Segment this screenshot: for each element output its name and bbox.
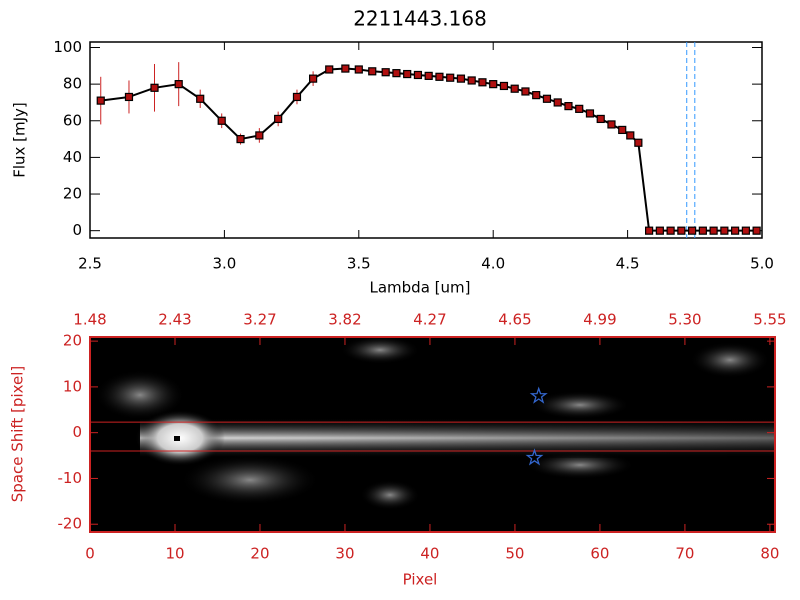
data-point bbox=[655, 226, 664, 235]
data-point bbox=[645, 226, 654, 235]
chart-title: 2211443.168 bbox=[353, 7, 487, 31]
plot-frame bbox=[89, 336, 776, 533]
data-point bbox=[575, 104, 584, 113]
data-point bbox=[478, 78, 487, 87]
y-tick-label: 10 bbox=[63, 377, 82, 395]
y-tick-label: 20 bbox=[63, 185, 82, 203]
x-tick-label: 70 bbox=[675, 545, 694, 563]
data-point bbox=[553, 98, 562, 107]
data-point bbox=[217, 116, 226, 125]
x-tick-label: 40 bbox=[420, 545, 439, 563]
data-point bbox=[236, 134, 245, 144]
x-tick-label: 2.5 bbox=[78, 255, 102, 273]
data-point bbox=[424, 71, 433, 80]
x2-tick-label: 3.82 bbox=[328, 311, 361, 329]
data-point bbox=[666, 226, 675, 235]
x-tick-label: 50 bbox=[505, 545, 524, 563]
data-point bbox=[688, 226, 697, 235]
data-point bbox=[392, 69, 401, 78]
data-point bbox=[618, 125, 627, 135]
x2-tick-label: 5.30 bbox=[668, 311, 701, 329]
data-point bbox=[325, 65, 334, 74]
y-axis-label: Space Shift [pixel] bbox=[9, 366, 27, 503]
x2-tick-label: 4.65 bbox=[498, 311, 531, 329]
data-point bbox=[150, 83, 159, 92]
star-marker bbox=[525, 448, 544, 466]
spectral-image bbox=[90, 337, 775, 532]
x-axis-label: Pixel bbox=[403, 571, 438, 589]
y-tick-label: -20 bbox=[58, 515, 83, 533]
data-point bbox=[596, 114, 605, 124]
data-point bbox=[446, 73, 455, 82]
data-point bbox=[709, 226, 718, 235]
x-tick-label: 30 bbox=[335, 545, 354, 563]
data-point bbox=[532, 91, 541, 100]
data-point bbox=[456, 74, 466, 83]
y-tick-label: 100 bbox=[53, 38, 82, 56]
data-point bbox=[467, 76, 476, 85]
x2-tick-label: 4.99 bbox=[583, 311, 616, 329]
data-point bbox=[564, 102, 573, 111]
data-point bbox=[96, 96, 105, 105]
x-tick-label: 60 bbox=[590, 545, 609, 563]
data-point bbox=[368, 67, 377, 76]
x-tick-label: 0 bbox=[85, 545, 95, 563]
y-tick-label: 40 bbox=[63, 148, 82, 166]
data-point bbox=[542, 94, 552, 103]
x-tick-label: 4.0 bbox=[481, 255, 505, 273]
x2-tick-label: 1.48 bbox=[73, 311, 106, 329]
data-point bbox=[698, 226, 707, 235]
star-marker bbox=[529, 386, 548, 404]
data-point bbox=[124, 92, 134, 102]
data-point bbox=[196, 94, 205, 103]
y-tick-label: 0 bbox=[72, 221, 82, 239]
data-point bbox=[626, 131, 635, 140]
x-tick-label: 3.5 bbox=[347, 255, 371, 273]
y-tick-label: 60 bbox=[63, 111, 82, 129]
data-point bbox=[752, 226, 761, 235]
x2-tick-label: 4.27 bbox=[413, 311, 446, 329]
data-point bbox=[274, 114, 283, 124]
y-tick-label: 20 bbox=[63, 332, 82, 350]
data-point bbox=[309, 74, 318, 83]
x-tick-label: 80 bbox=[760, 545, 779, 563]
x-tick-label: 5.0 bbox=[750, 255, 774, 273]
data-point bbox=[403, 69, 412, 79]
y-tick-label: -10 bbox=[58, 469, 83, 487]
x-axis-label: Lambda [um] bbox=[370, 279, 471, 297]
data-point bbox=[677, 226, 686, 235]
data-line bbox=[100, 67, 757, 232]
x-tick-label: 10 bbox=[165, 545, 184, 563]
x-tick-label: 4.5 bbox=[616, 255, 640, 273]
data-point bbox=[634, 138, 643, 147]
x2-tick-label: 5.55 bbox=[753, 311, 786, 329]
data-point bbox=[741, 226, 750, 235]
x-tick-label: 20 bbox=[250, 545, 269, 563]
x-tick-label: 3.0 bbox=[212, 255, 236, 273]
data-point bbox=[174, 80, 183, 89]
x2-tick-label: 3.27 bbox=[243, 311, 276, 329]
data-point bbox=[354, 65, 363, 74]
data-point bbox=[413, 70, 423, 80]
y-tick-label: 80 bbox=[63, 75, 82, 93]
data-point bbox=[255, 131, 264, 140]
x2-tick-label: 2.43 bbox=[158, 311, 191, 329]
plot-frame bbox=[89, 41, 763, 239]
data-point bbox=[499, 81, 509, 91]
data-point bbox=[341, 64, 350, 73]
data-point bbox=[435, 72, 444, 81]
data-point bbox=[489, 80, 498, 89]
data-point bbox=[585, 109, 595, 118]
data-point bbox=[607, 120, 616, 129]
y-axis-label: Flux [mJy] bbox=[11, 102, 29, 178]
data-point bbox=[292, 92, 302, 102]
data-point bbox=[521, 87, 530, 96]
data-point bbox=[720, 226, 729, 235]
y-tick-label: 0 bbox=[72, 423, 82, 441]
data-point bbox=[510, 84, 519, 93]
data-point bbox=[381, 68, 390, 77]
data-point bbox=[731, 226, 740, 235]
